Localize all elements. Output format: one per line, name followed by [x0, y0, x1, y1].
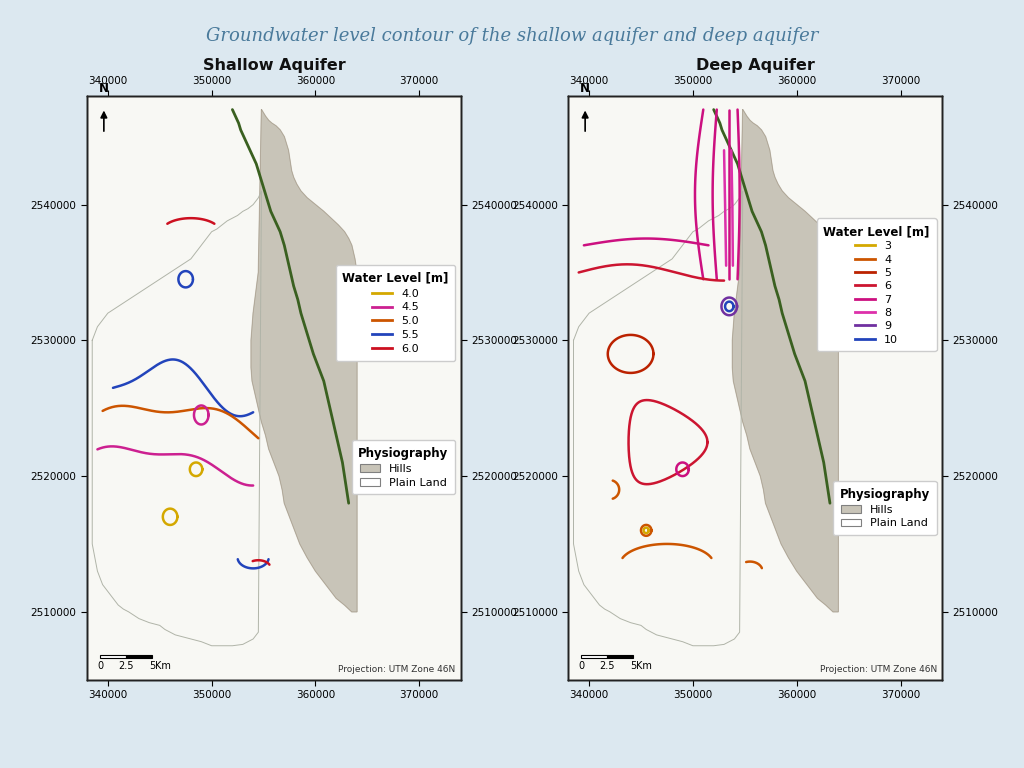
Title: Shallow Aquifer: Shallow Aquifer	[203, 58, 345, 73]
Polygon shape	[251, 110, 357, 612]
Text: Projection: UTM Zone 46N: Projection: UTM Zone 46N	[819, 665, 937, 674]
Text: 2.5: 2.5	[119, 661, 134, 671]
Text: N: N	[99, 81, 109, 94]
Text: 2.5: 2.5	[600, 661, 615, 671]
Polygon shape	[732, 110, 839, 612]
Text: 0: 0	[97, 661, 103, 671]
Title: Deep Aquifer: Deep Aquifer	[695, 58, 815, 73]
Legend: Hills, Plain Land: Hills, Plain Land	[351, 440, 456, 494]
Bar	[607, 654, 633, 657]
Text: Groundwater level contour of the shallow aquifer and deep aquifer: Groundwater level contour of the shallow…	[206, 27, 818, 45]
Text: 0: 0	[579, 661, 585, 671]
Text: Km: Km	[637, 661, 652, 671]
Bar	[126, 654, 152, 657]
Text: 5: 5	[148, 661, 156, 671]
Text: 5: 5	[630, 661, 637, 671]
Text: Km: Km	[156, 661, 171, 671]
Text: N: N	[581, 81, 590, 94]
Bar	[582, 654, 607, 657]
Legend: Hills, Plain Land: Hills, Plain Land	[833, 481, 937, 535]
Text: Projection: UTM Zone 46N: Projection: UTM Zone 46N	[338, 665, 456, 674]
Bar	[100, 654, 126, 657]
